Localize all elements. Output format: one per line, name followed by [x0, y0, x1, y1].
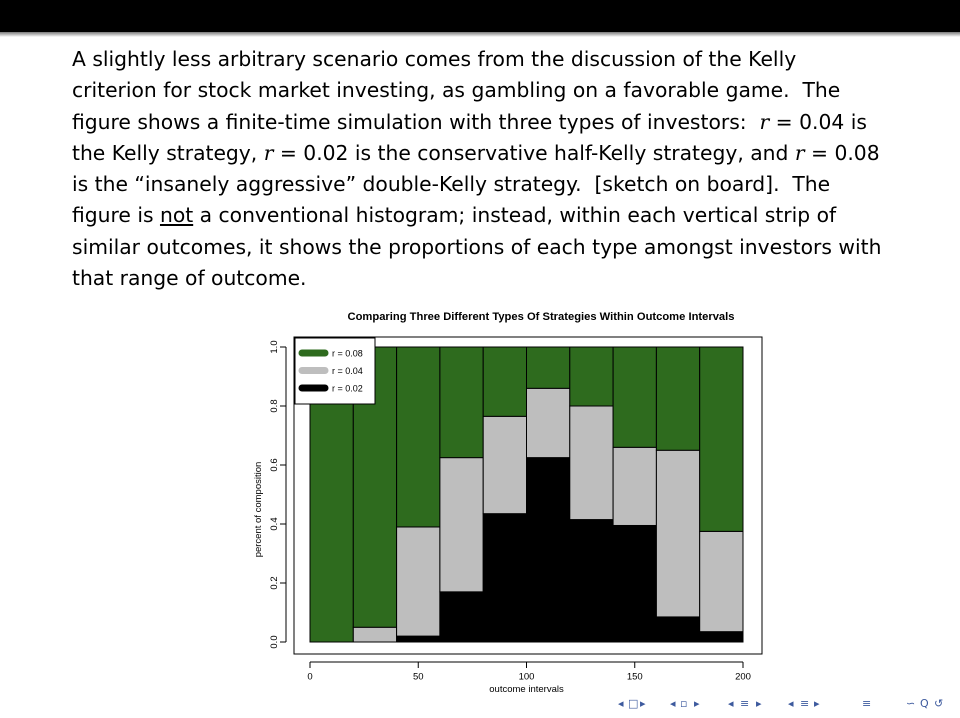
bar-segment	[526, 387, 571, 459]
paragraph-line: the Kelly strategy, r = 0.02 is the cons…	[72, 138, 902, 169]
nav-symbol[interactable]: ▸	[694, 697, 700, 710]
underlined-word: not	[159, 203, 194, 228]
text-run: figure shows a finite-time simulation wi…	[72, 109, 760, 134]
beamer-navigation-bar[interactable]: ◂ □ ▸ ◂ ▫ ▸ ◂ ≡ ▸ ◂ ≡ ▸ ≡ ∽ Q ↺	[618, 697, 958, 713]
bar-segment	[699, 631, 744, 643]
bar-segment	[612, 524, 657, 643]
bar-segment	[396, 346, 441, 528]
text-run: the Kelly strategy,	[72, 140, 264, 165]
paragraph-line: is the “insanely aggressive” double-Kell…	[72, 169, 902, 200]
text-run: similar outcomes, it shows the proportio…	[72, 234, 882, 259]
chart-title: Comparing Three Different Types Of Strat…	[348, 311, 735, 323]
bar-segment	[482, 513, 527, 643]
legend-label: r = 0.02	[332, 384, 363, 394]
slide-paragraph: A slightly less arbitrary scenario comes…	[72, 44, 902, 294]
nav-symbol[interactable]: ◂	[788, 697, 794, 710]
paragraph-line: figure shows a finite-time simulation wi…	[72, 107, 902, 138]
x-tick-label: 0	[307, 671, 312, 682]
nav-symbol[interactable]: ◂	[670, 697, 676, 710]
slide-header-bar	[0, 0, 960, 32]
nav-symbol[interactable]: ◂	[618, 697, 624, 710]
bar-segment	[482, 415, 527, 515]
y-tick-label: 0.8	[269, 399, 280, 412]
text-run: = 0.04 is	[769, 109, 867, 134]
math-variable: r	[263, 140, 274, 165]
nav-symbol[interactable]: □	[628, 697, 639, 710]
bar-segment	[612, 346, 657, 448]
x-tick-label: 50	[413, 671, 424, 682]
bar-segment	[655, 616, 701, 643]
bar-segment	[526, 346, 571, 389]
text-run: A slightly less arbitrary scenario comes…	[72, 47, 797, 71]
bar-segment	[699, 530, 744, 633]
x-axis-label: outcome intervals	[489, 684, 564, 695]
paragraph-line: criterion for stock market investing, as…	[72, 75, 902, 106]
text-run: = 0.02 is the conservative half-Kelly st…	[273, 140, 795, 165]
text-run: figure is	[72, 203, 160, 228]
nav-symbol[interactable]: ≡	[740, 697, 750, 710]
text-run: is the “insanely aggressive” double-Kell…	[72, 172, 831, 197]
text-run: a conventional histogram; instead, withi…	[193, 203, 837, 228]
nav-symbol[interactable]: ≡	[862, 697, 872, 710]
math-variable: r	[794, 140, 805, 165]
bar-segment	[699, 346, 744, 532]
math-variable: r	[759, 109, 770, 134]
stacked-bar-chart: Comparing Three Different Types Of Strat…	[253, 311, 763, 695]
bar-segment	[439, 457, 484, 593]
nav-symbol[interactable]: ◂	[728, 697, 734, 710]
x-tick-label: 200	[735, 671, 751, 682]
bar-segment	[396, 635, 441, 643]
nav-symbol[interactable]: ▸	[814, 697, 820, 710]
plot-frame	[293, 336, 763, 655]
bar-segment	[569, 405, 614, 521]
nav-symbol[interactable]: ∽	[906, 697, 916, 710]
nav-symbol[interactable]: Q	[920, 697, 929, 710]
bar-segment	[482, 346, 527, 417]
bar-segment	[569, 519, 614, 643]
text-run: that range of outcome.	[72, 266, 307, 291]
paragraph-line: A slightly less arbitrary scenario comes…	[72, 44, 902, 75]
x-tick-label: 150	[627, 671, 643, 682]
y-axis-label: percent of composition	[253, 462, 264, 558]
text-run: criterion for stock market investing, as…	[72, 78, 841, 103]
nav-symbol[interactable]: ▸	[756, 697, 762, 710]
paragraph-line: that range of outcome.	[72, 263, 902, 294]
y-tick-label: 1.0	[269, 340, 280, 353]
nav-symbol[interactable]: ▸	[640, 697, 646, 710]
bar-segment	[396, 526, 441, 637]
y-tick-label: 0.6	[269, 458, 280, 471]
paragraph-line: figure is not a conventional histogram; …	[72, 200, 902, 231]
nav-symbol[interactable]: ↺	[934, 697, 944, 710]
y-tick-label: 0.2	[269, 576, 280, 589]
bar-segment	[655, 449, 701, 618]
bar-segment	[612, 446, 657, 526]
legend-label: r = 0.04	[332, 366, 363, 376]
slide-header-shadow	[0, 32, 960, 37]
bar-segment	[655, 346, 701, 451]
bar-segment	[526, 457, 571, 643]
text-run: = 0.08	[804, 140, 880, 165]
y-tick-label: 0.4	[269, 517, 280, 530]
x-tick-label: 100	[519, 671, 535, 682]
bar-segment	[569, 346, 614, 407]
nav-symbol[interactable]: ▫	[680, 697, 688, 710]
y-tick-label: 0.0	[269, 635, 280, 648]
legend-label: r = 0.08	[332, 349, 363, 359]
bar-segment	[352, 626, 398, 643]
bar-segment	[439, 591, 484, 643]
bar-segment	[439, 346, 484, 459]
paragraph-line: similar outcomes, it shows the proportio…	[72, 232, 902, 263]
nav-symbol[interactable]: ≡	[800, 697, 810, 710]
